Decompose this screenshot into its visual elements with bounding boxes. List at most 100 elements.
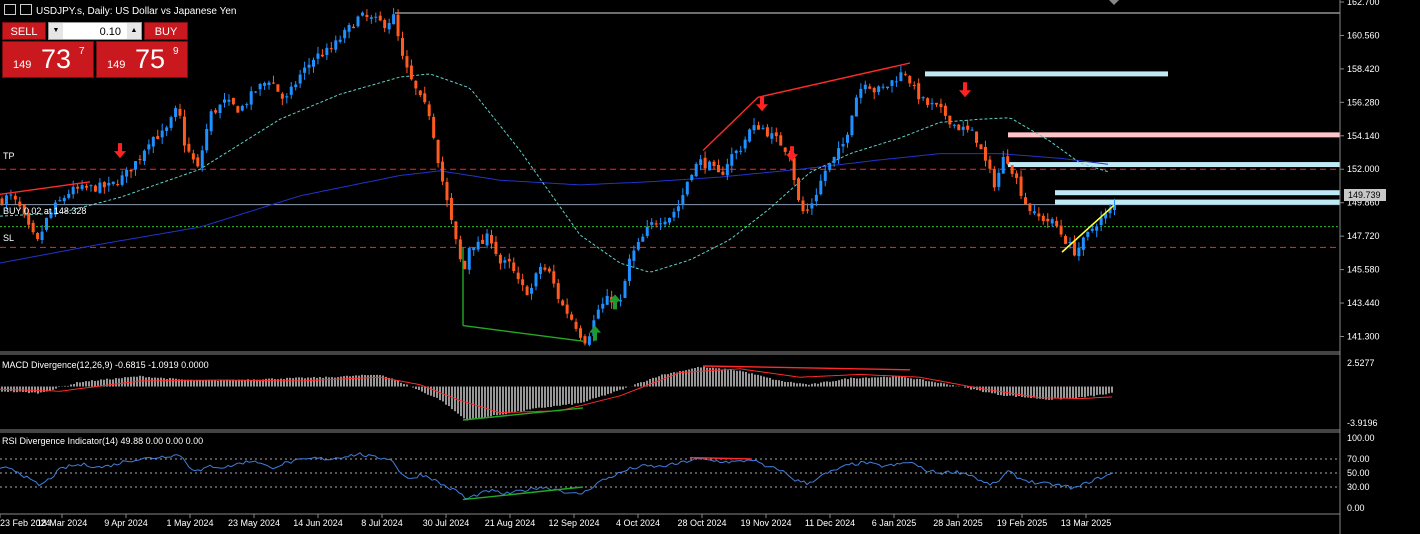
- time-tick-label: 19 Feb 2025: [997, 518, 1048, 528]
- candle-body: [926, 98, 930, 105]
- candle-body: [271, 82, 275, 84]
- price-tick-label: 143.440: [1347, 298, 1380, 308]
- time-tick-label: 23 Feb 2024: [0, 518, 51, 528]
- lot-size-field[interactable]: ▼ 0.10 ▲: [48, 22, 142, 40]
- price-chart[interactable]: [0, 0, 1340, 347]
- arrow-down-shape: [959, 82, 971, 98]
- buy-price-box[interactable]: 149 75 9: [96, 41, 188, 78]
- candle-body: [383, 19, 387, 29]
- rsi-panel[interactable]: [0, 452, 1340, 501]
- sell-price-box[interactable]: 149 73 7: [2, 41, 94, 78]
- candle-body: [71, 186, 75, 195]
- candle-body: [1108, 208, 1112, 214]
- candle-body: [623, 281, 627, 298]
- rsi-divergence-line: [689, 456, 753, 460]
- candle-body: [107, 182, 111, 186]
- sell-signal-arrow-icon: [786, 146, 798, 162]
- candle-body: [654, 223, 658, 225]
- candle-body: [160, 130, 164, 138]
- macd-panel[interactable]: [0, 365, 1113, 421]
- candle-body: [1024, 197, 1027, 205]
- candle-body: [45, 217, 48, 230]
- candle-body: [147, 144, 151, 150]
- candle-body: [294, 84, 298, 88]
- candle-body: [619, 300, 623, 302]
- candle-body: [823, 170, 827, 181]
- candle-body: [134, 161, 137, 170]
- candle-body: [58, 200, 62, 202]
- candle-body: [374, 16, 378, 18]
- candle-body: [814, 194, 818, 202]
- candle-body: [859, 88, 863, 98]
- candle-body: [952, 124, 956, 126]
- macd-tick-label: 2.5277: [1347, 358, 1375, 368]
- time-tick-label: 6 Jan 2025: [872, 518, 917, 528]
- candle-body: [276, 84, 280, 92]
- candle-body: [1099, 217, 1103, 226]
- candle-body: [650, 222, 654, 225]
- price-tick-label: 160.560: [1347, 30, 1380, 40]
- candle-body: [280, 93, 284, 99]
- candle-body: [458, 239, 462, 260]
- rsi-line: [0, 452, 1114, 500]
- macd-tick-label: -3.9196: [1347, 418, 1378, 428]
- candle-body: [240, 105, 244, 111]
- sell-price-main: 73: [41, 44, 72, 74]
- chart-type-icon[interactable]: [20, 4, 32, 15]
- candle-body: [490, 235, 493, 244]
- candle-body: [249, 91, 253, 105]
- candle-body: [939, 103, 943, 108]
- candle-body: [743, 139, 747, 149]
- arrow-down-shape: [786, 146, 798, 162]
- time-tick-label: 28 Oct 2024: [677, 518, 726, 528]
- candle-body: [401, 38, 404, 56]
- candle-body: [797, 178, 801, 201]
- candle-body: [668, 218, 671, 223]
- scroll-marker-icon: [1109, 0, 1119, 5]
- price-tick-label: 145.580: [1347, 265, 1380, 275]
- buy-button[interactable]: BUY: [144, 22, 188, 40]
- candle-body: [957, 124, 961, 131]
- candle-body: [263, 83, 267, 86]
- candle-body: [178, 108, 182, 116]
- candle-body: [979, 144, 983, 150]
- candle-body: [182, 116, 186, 146]
- candle-body: [685, 181, 689, 195]
- lot-increase-icon[interactable]: ▲: [127, 23, 141, 39]
- rsi-tick-label: 50.00: [1347, 468, 1370, 478]
- candle-body: [930, 103, 934, 105]
- candle-body: [18, 201, 22, 207]
- time-tick-label: 23 May 2024: [228, 518, 280, 528]
- candle-body: [67, 194, 71, 198]
- candle-body: [0, 198, 4, 205]
- candle-body: [783, 147, 787, 152]
- time-tick-label: 13 Mar 2025: [1061, 518, 1112, 528]
- sr-zone: [1008, 132, 1340, 138]
- candle-body: [85, 185, 89, 188]
- sell-button[interactable]: SELL: [2, 22, 46, 40]
- candle-body: [712, 161, 716, 166]
- candle-body: [632, 250, 636, 261]
- chart-menu-icon[interactable]: [4, 4, 16, 15]
- candle-body: [102, 182, 106, 188]
- candle-body: [307, 64, 311, 68]
- candle-body: [76, 186, 80, 189]
- candle-body: [22, 204, 26, 215]
- sl-label: SL: [3, 233, 14, 243]
- candle-body: [254, 91, 258, 93]
- candle-body: [734, 150, 738, 154]
- candle-body: [841, 144, 845, 147]
- candle-body: [863, 84, 867, 90]
- lot-decrease-icon[interactable]: ▼: [49, 23, 63, 39]
- time-tick-label: 1 May 2024: [166, 518, 213, 528]
- candle-body: [236, 106, 240, 113]
- divergence-line: [702, 96, 759, 152]
- candle-body: [1046, 218, 1050, 222]
- candle-body: [36, 233, 40, 240]
- candle-body: [356, 16, 360, 27]
- candle-body: [258, 83, 262, 90]
- candle-body: [690, 174, 694, 181]
- buy-price-prefix: 149: [107, 59, 126, 71]
- candle-body: [872, 87, 876, 93]
